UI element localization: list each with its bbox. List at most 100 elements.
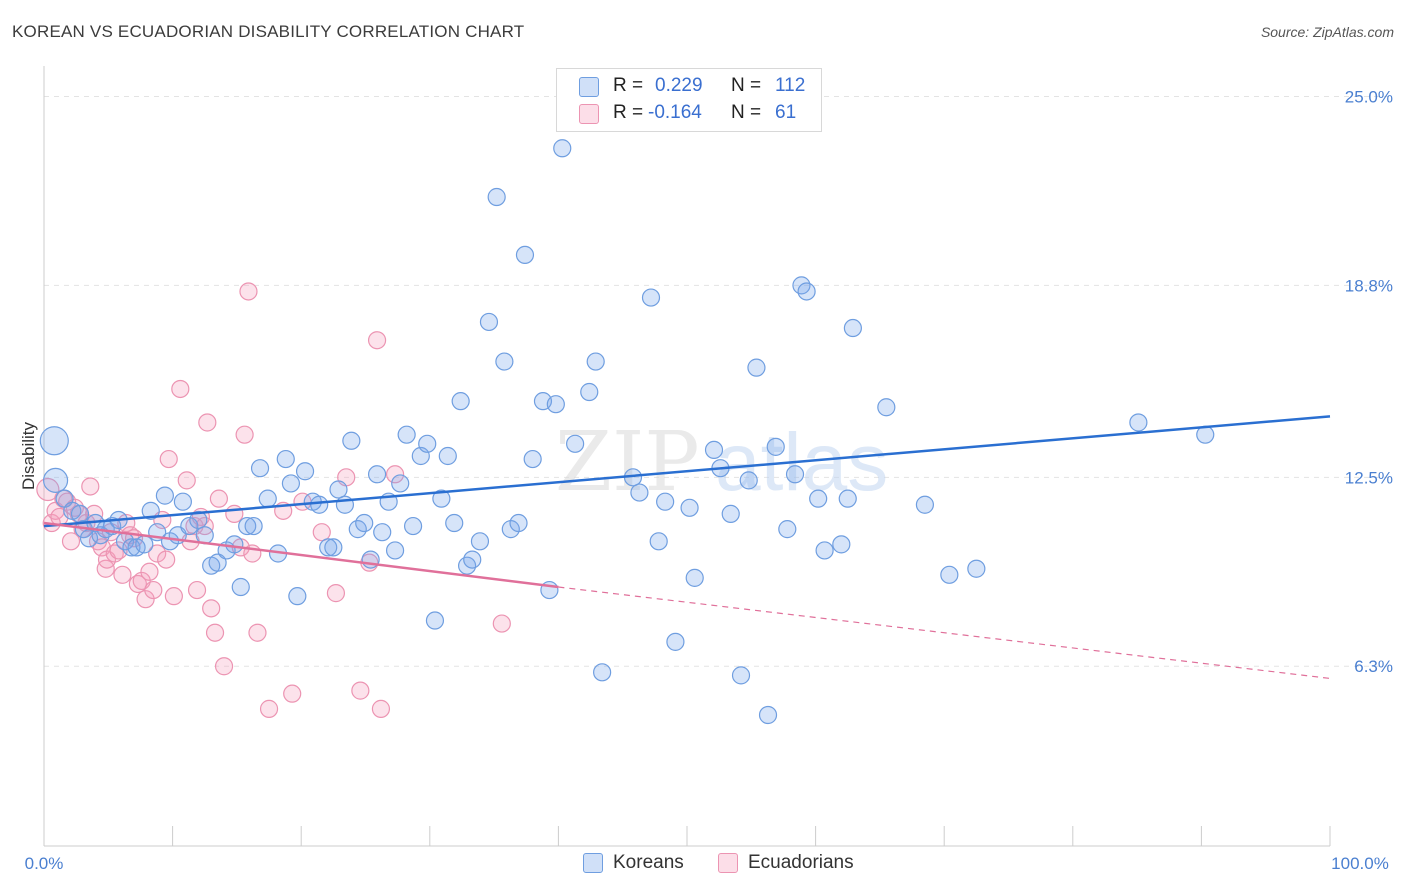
data-point: [940, 565, 959, 584]
data-point: [397, 425, 416, 444]
legend-label-ecuadorians: Ecuadorians: [748, 852, 854, 873]
korean-trend-line: [43, 415, 1331, 528]
legend-label-koreans: Koreans: [613, 852, 684, 873]
data-point: [81, 477, 100, 496]
data-point: [967, 559, 986, 578]
data-point: [832, 535, 851, 554]
ecuador-trend-line-extension: [558, 586, 1331, 680]
data-point: [39, 426, 69, 456]
ecuador-swatch: [579, 104, 599, 124]
data-point: [385, 541, 405, 560]
legend-r-label: R =: [613, 75, 644, 96]
korean-swatch: [583, 853, 603, 873]
data-point: [214, 657, 234, 676]
data-point: [809, 489, 828, 508]
data-point: [342, 431, 361, 450]
data-point: [157, 550, 176, 569]
data-point: [815, 541, 834, 560]
source-note: Source: ZipAtlas.com: [1260, 24, 1394, 40]
data-point: [553, 139, 572, 158]
data-point: [202, 599, 221, 618]
data-point: [180, 516, 199, 536]
data-point: [641, 288, 661, 307]
data-point: [785, 465, 805, 484]
data-point: [140, 562, 159, 581]
data-point: [492, 614, 511, 633]
data-point: [373, 523, 392, 542]
data-point: [915, 495, 935, 514]
data-point: [135, 535, 154, 554]
data-point: [198, 413, 217, 432]
data-point: [877, 398, 896, 417]
data-point: [164, 587, 183, 606]
data-point: [367, 465, 387, 484]
data-point: [259, 699, 279, 718]
data-point: [445, 513, 464, 533]
data-point: [281, 474, 301, 493]
legend-r-value: -0.164: [648, 102, 702, 123]
data-point: [580, 382, 599, 402]
data-point: [312, 523, 331, 542]
data-point: [61, 532, 81, 551]
data-point: [310, 495, 329, 514]
data-point: [630, 483, 649, 502]
legend-r-label: R =: [613, 102, 644, 123]
data-point: [113, 565, 132, 584]
data-point: [680, 498, 699, 517]
data-point: [189, 510, 208, 530]
data-point: [42, 467, 69, 493]
data-point: [509, 513, 528, 533]
data-point: [225, 504, 244, 523]
data-point: [685, 568, 704, 587]
ecuador-trend-line: [43, 521, 559, 589]
data-point: [586, 352, 605, 371]
y-tick-label: 18.8%: [1345, 276, 1393, 295]
y-tick-label: 12.5%: [1345, 468, 1393, 487]
data-point: [418, 434, 437, 453]
data-point: [231, 577, 250, 597]
legend-r-value: 0.229: [655, 75, 703, 96]
data-point: [666, 632, 685, 651]
data-point: [385, 465, 405, 484]
data-point: [487, 187, 506, 207]
data-point: [250, 459, 270, 478]
data-point: [225, 535, 244, 554]
stats-legend: R = 0.229 N = 112 R = -0.164 N = 61: [556, 68, 822, 132]
data-point: [739, 471, 758, 490]
data-point: [566, 434, 585, 453]
data-point: [403, 516, 423, 536]
data-point: [479, 312, 499, 332]
data-point: [141, 501, 160, 520]
data-point: [319, 538, 338, 557]
y-tick-labels: 6.3% 12.5% 18.8% 25.0%: [1345, 87, 1393, 676]
data-point: [778, 520, 797, 539]
data-point: [367, 331, 387, 350]
data-point: [248, 623, 267, 642]
data-point: [173, 492, 192, 511]
data-point: [136, 590, 155, 609]
watermark-zip: ZIP: [555, 415, 700, 510]
data-point: [797, 282, 816, 301]
data-point: [209, 489, 228, 508]
y-tick-label: 6.3%: [1354, 657, 1393, 676]
data-point: [159, 449, 178, 469]
data-point: [843, 318, 862, 338]
data-point: [144, 580, 163, 600]
legend-n-label: N =: [731, 102, 762, 123]
legend-n-value: 112: [775, 75, 806, 96]
data-point: [177, 471, 196, 490]
trend-lines: [43, 415, 1331, 680]
data-point: [656, 492, 675, 511]
data-point: [546, 395, 565, 414]
data-point: [171, 379, 190, 399]
y-tick-label: 25.0%: [1345, 87, 1393, 106]
gridlines: [44, 95, 1394, 667]
korean-points: [39, 139, 1215, 725]
legend-n-value: 61: [775, 102, 797, 123]
data-point: [838, 489, 857, 508]
data-point: [239, 282, 258, 301]
data-point: [721, 504, 740, 523]
data-point: [244, 516, 263, 536]
data-point: [515, 245, 535, 265]
